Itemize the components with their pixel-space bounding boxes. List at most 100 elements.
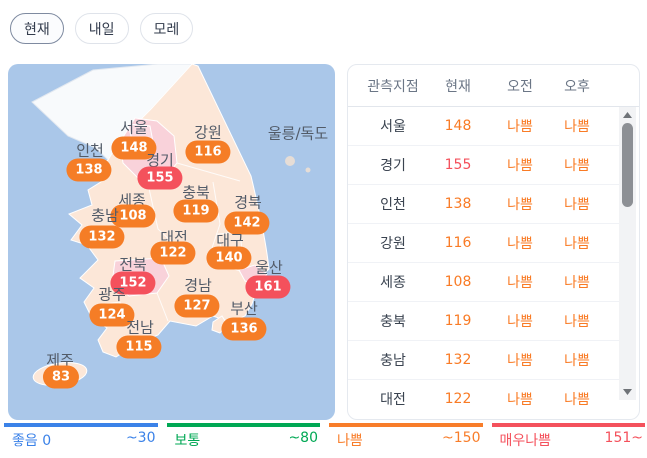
table-row: 경기 155 나쁨 나쁨 <box>348 146 620 185</box>
tab-current[interactable]: 현재 <box>10 13 64 44</box>
aqi-badge[interactable]: 108 <box>110 204 156 228</box>
region-label: 부산 <box>230 299 258 318</box>
region-label: 경북 <box>234 193 262 212</box>
aqi-badge[interactable]: 155 <box>137 166 183 190</box>
island-label: 울릉/독도 <box>267 124 329 143</box>
region-label: 전남 <box>126 318 154 337</box>
scroll-up-icon <box>623 112 632 118</box>
cell-region-name: 서울 <box>380 119 406 135</box>
aqi-badge[interactable]: 140 <box>206 246 252 270</box>
table-body[interactable]: 서울 148 나쁨 나쁨 경기 155 나쁨 나쁨 인천 138 나쁨 나쁨 강원 116 나쁨 나쁨 세종 10… <box>348 107 620 406</box>
tab-day-after[interactable]: 모레 <box>139 13 194 44</box>
aqi-badge[interactable]: 83 <box>42 365 80 389</box>
aqi-badge[interactable]: 136 <box>221 317 267 341</box>
aqi-legend: 좋음 0 ~30 보통 ~80 나쁨 ~150 매우나쁨 151~ <box>4 423 645 450</box>
region-label: 강원 <box>194 123 222 142</box>
region-label: 울산 <box>255 258 283 277</box>
cell-current-value: 138 <box>444 196 472 212</box>
korea-air-quality-map: 서울 148 강원 116 인천 138 경기 155 세종 108 충북 119 경북 142 충남 132… <box>8 64 335 420</box>
cell-morning-grade: 나쁨 <box>507 158 533 174</box>
cell-region-name: 세종 <box>380 275 406 291</box>
cell-afternoon-grade: 나쁨 <box>564 119 590 135</box>
cell-afternoon-grade: 나쁨 <box>564 158 590 174</box>
cell-current-value: 155 <box>444 157 472 173</box>
region-label: 충북 <box>182 183 210 202</box>
cell-region-name: 대전 <box>380 392 406 406</box>
cell-current-value: 122 <box>444 391 472 406</box>
region-label: 서울 <box>120 118 148 137</box>
region-label: 경남 <box>184 276 212 295</box>
cell-afternoon-grade: 나쁨 <box>564 275 590 291</box>
scroll-down-icon <box>623 389 632 395</box>
aqi-badge[interactable]: 116 <box>185 140 231 164</box>
scrollbar-thumb[interactable] <box>622 123 633 207</box>
scroll-up-button[interactable] <box>619 107 636 123</box>
header-current: 현재 <box>445 78 471 95</box>
cell-current-value: 116 <box>444 235 472 251</box>
table-row: 강원 116 나쁨 나쁨 <box>348 224 620 263</box>
aqi-badge[interactable]: 161 <box>245 275 291 299</box>
cell-afternoon-grade: 나쁨 <box>564 392 590 406</box>
aqi-badge[interactable]: 119 <box>173 199 219 223</box>
region-label: 전북 <box>119 255 147 274</box>
legend-grade-label: 보통 <box>174 433 201 449</box>
region-label: 충남 <box>91 206 119 225</box>
cell-current-value: 108 <box>444 274 472 290</box>
legend-item: 매우나쁨 151~ <box>491 423 645 450</box>
aqi-badge[interactable]: 115 <box>116 335 162 359</box>
legend-range-value: ~150 <box>442 430 481 446</box>
table-row: 서울 148 나쁨 나쁨 <box>348 107 620 146</box>
legend-item: 나쁨 ~150 <box>329 423 483 450</box>
cell-afternoon-grade: 나쁨 <box>564 197 590 213</box>
cell-region-name: 경기 <box>380 158 406 174</box>
legend-item: 좋음 0 ~30 <box>4 423 158 450</box>
legend-range-value: ~80 <box>288 430 318 446</box>
cell-region-name: 강원 <box>380 236 406 252</box>
region-label: 제주 <box>46 351 74 370</box>
cell-morning-grade: 나쁨 <box>507 353 533 369</box>
region-label: 대구 <box>216 231 244 250</box>
table-row: 대전 122 나쁨 나쁨 <box>348 380 620 406</box>
region-label: 경기 <box>146 151 174 170</box>
aqi-badge[interactable]: 148 <box>111 136 157 160</box>
aqi-badge[interactable]: 127 <box>174 294 220 318</box>
legend-grade-label: 나쁨 <box>337 433 363 449</box>
table-row: 세종 108 나쁨 나쁨 <box>348 263 620 302</box>
aqi-badge[interactable]: 142 <box>224 211 270 235</box>
cell-region-name: 충북 <box>380 314 406 330</box>
table-header-row: 관측지점 현재 오전 오후 <box>348 65 639 107</box>
header-morning: 오전 <box>507 78 533 95</box>
scroll-down-button[interactable] <box>619 384 636 400</box>
header-afternoon: 오후 <box>564 78 590 95</box>
table-row: 인천 138 나쁨 나쁨 <box>348 185 620 224</box>
cell-afternoon-grade: 나쁨 <box>564 353 590 369</box>
cell-morning-grade: 나쁨 <box>507 275 533 291</box>
aqi-badge[interactable]: 138 <box>66 158 112 182</box>
cell-current-value: 132 <box>444 352 472 368</box>
aqi-badge[interactable]: 132 <box>79 225 125 249</box>
tab-tomorrow[interactable]: 내일 <box>74 13 129 44</box>
cell-region-name: 충남 <box>380 353 406 369</box>
day-tabs: 현재 내일 모레 <box>10 13 194 44</box>
cell-morning-grade: 나쁨 <box>507 392 533 406</box>
cell-current-value: 148 <box>444 118 472 134</box>
forecast-table-panel: 관측지점 현재 오전 오후 서울 148 나쁨 나쁨 경기 155 나쁨 나쁨 인천 138 나쁨 나… <box>347 64 640 420</box>
cell-current-value: 119 <box>444 313 472 329</box>
aqi-badge[interactable]: 124 <box>89 303 135 327</box>
legend-color-bar <box>491 423 645 427</box>
legend-grade-label: 좋음 0 <box>12 433 52 449</box>
table-row: 충북 119 나쁨 나쁨 <box>348 302 620 341</box>
table-scrollbar[interactable] <box>619 107 636 400</box>
legend-color-bar <box>4 423 158 427</box>
legend-color-bar <box>329 423 483 427</box>
aqi-badge[interactable]: 122 <box>150 241 196 265</box>
aqi-badge[interactable]: 152 <box>110 271 156 295</box>
cell-morning-grade: 나쁨 <box>507 314 533 330</box>
cell-morning-grade: 나쁨 <box>507 119 533 135</box>
cell-morning-grade: 나쁨 <box>507 236 533 252</box>
legend-grade-label: 매우나쁨 <box>499 433 552 449</box>
cell-region-name: 인천 <box>380 197 406 213</box>
region-label: 인천 <box>76 141 104 160</box>
cell-morning-grade: 나쁨 <box>507 197 533 213</box>
